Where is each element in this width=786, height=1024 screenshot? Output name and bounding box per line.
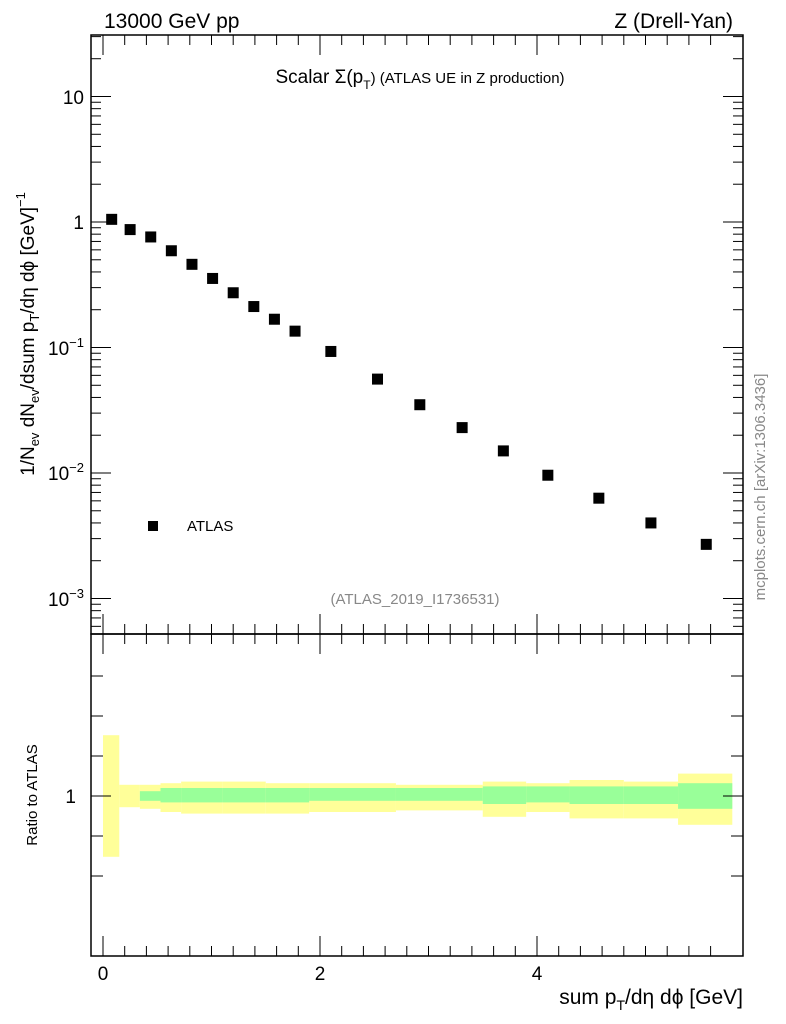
ratio-ytick-label-1: 1 (65, 787, 76, 808)
ratio-band-inner (482, 786, 527, 804)
ytick-label-10: 10 (63, 88, 84, 109)
side-label: mcplots.cern.ch [arXiv:1306.3436] (752, 374, 769, 601)
ytick-label-1: 1 (73, 213, 84, 234)
main-title: Scalar Σ(pT) (ATLAS UE in Z production) (275, 67, 564, 92)
ratio-band-inner (265, 788, 310, 803)
ytick-label-0.001: 10−3 (48, 586, 84, 611)
ratio-frame (90, 633, 744, 957)
data-point (248, 301, 260, 313)
main-y-axis-label: 1/Nev dNev/dsum pT/dη dϕ [GeV]−1 (13, 192, 42, 476)
analysis-watermark: (ATLAS_2019_I1736531) (330, 591, 499, 608)
ytick-label-0.1: 10−1 (48, 335, 84, 360)
ratio-band-inner (222, 788, 266, 803)
legend: ATLAS (148, 518, 233, 535)
data-point (289, 325, 301, 337)
data-point (542, 469, 554, 481)
data-point (165, 245, 177, 257)
xtick-label-4: 4 (532, 964, 543, 985)
data-point (124, 224, 136, 236)
ratio-plot: 1 Ratio to ATLAS 0 2 4 sum pT/dη dϕ [GeV… (24, 633, 744, 1013)
ytick-label-0.01: 10−2 (48, 460, 84, 485)
ratio-band-inner (139, 791, 161, 801)
data-point (414, 399, 426, 411)
main-y-ticks (91, 36, 743, 627)
data-point (593, 492, 605, 504)
data-point (268, 313, 280, 325)
data-point (106, 213, 118, 225)
ratio-band-inner (623, 786, 679, 804)
data-point (207, 272, 219, 284)
atlas-data-points (106, 213, 712, 550)
ratio-y-axis-label: Ratio to ATLAS (24, 744, 41, 845)
data-point (325, 345, 337, 357)
ratio-bands (103, 735, 733, 857)
ratio-band-outer (119, 784, 140, 808)
ratio-band-inner (160, 788, 182, 803)
ratio-band-inner (395, 788, 483, 801)
data-point (186, 258, 198, 270)
data-point (700, 538, 712, 550)
x-axis-label: sum pT/dη dϕ [GeV] (559, 986, 743, 1013)
main-x-ticks (102, 35, 712, 634)
xtick-label-0: 0 (98, 964, 109, 985)
ratio-band-inner (569, 786, 624, 804)
main-frame (90, 34, 744, 635)
data-point (645, 517, 657, 529)
data-point (145, 231, 157, 243)
ratio-band-inner (181, 788, 223, 803)
ratio-band-inner (526, 786, 570, 803)
header-right: Z (Drell-Yan) (614, 10, 733, 33)
main-plot: Scalar Σ(pT) (ATLAS UE in Z production) … (13, 34, 744, 635)
ratio-band-outer (103, 735, 120, 857)
header-left: 13000 GeV pp (104, 10, 239, 33)
ratio-band-inner (309, 788, 396, 801)
legend-label: ATLAS (187, 518, 233, 535)
legend-marker (148, 521, 158, 531)
data-point (372, 373, 384, 385)
ratio-ticks (91, 634, 743, 956)
main-y-tick-labels: 10 1 10−1 10−2 10−3 (48, 88, 84, 611)
data-point (227, 287, 239, 299)
xtick-label-2: 2 (315, 964, 326, 985)
data-point (456, 422, 468, 434)
data-point (497, 445, 509, 457)
